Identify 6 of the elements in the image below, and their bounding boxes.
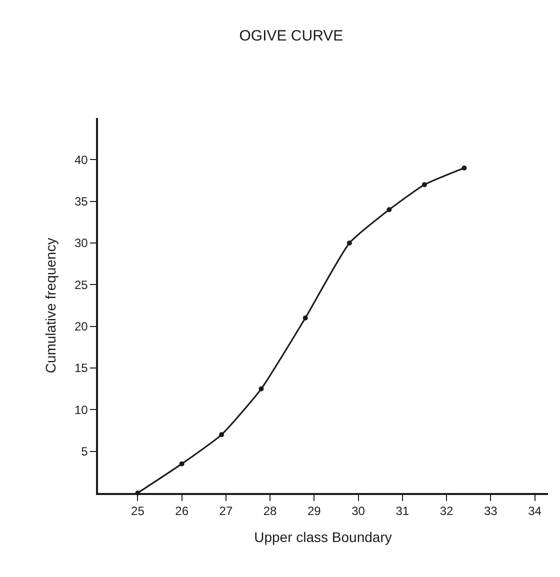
- x-tick-label: 34: [528, 504, 542, 518]
- x-tick-label: 32: [440, 504, 454, 518]
- x-tick-label: 31: [396, 504, 410, 518]
- point: [422, 182, 427, 188]
- point: [462, 166, 467, 170]
- x-tick-label: 33: [484, 504, 498, 518]
